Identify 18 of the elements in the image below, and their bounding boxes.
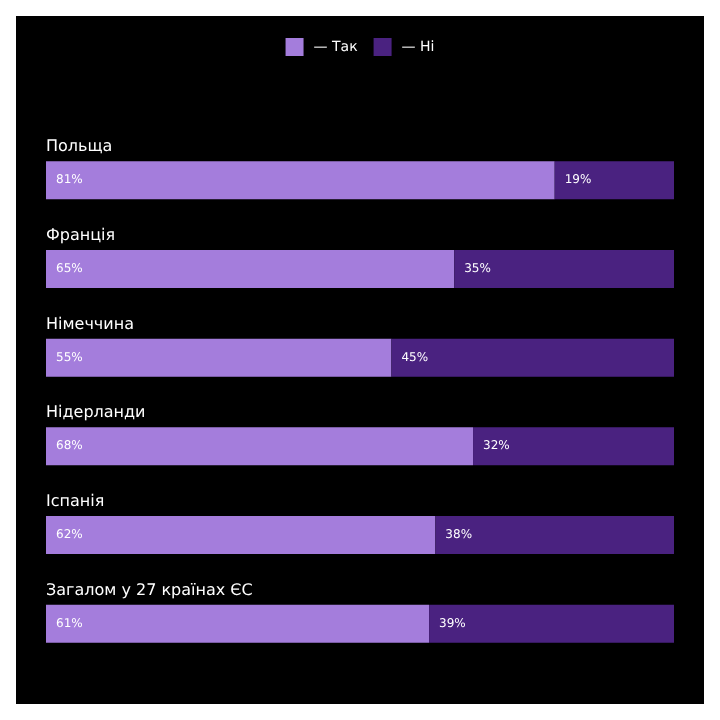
y-tick-label: Польща (46, 137, 113, 156)
bar (429, 604, 674, 643)
bar (473, 427, 674, 466)
bar (454, 250, 674, 288)
bar (554, 161, 674, 200)
bar (46, 250, 455, 288)
bar (46, 516, 436, 554)
bar (46, 161, 555, 200)
bar (46, 427, 474, 466)
y-tick-label: Нідерланди (46, 403, 146, 422)
y-tick-label: Франція (46, 226, 116, 244)
y-tick-label: Іспанія (46, 492, 105, 510)
y-tick-label: Німеччина (46, 314, 135, 333)
bar (46, 604, 430, 643)
bar (46, 338, 392, 377)
y-tick-label: Загалом у 27 країнах ЄС (46, 580, 254, 599)
bar (391, 338, 674, 377)
bar (435, 516, 674, 554)
